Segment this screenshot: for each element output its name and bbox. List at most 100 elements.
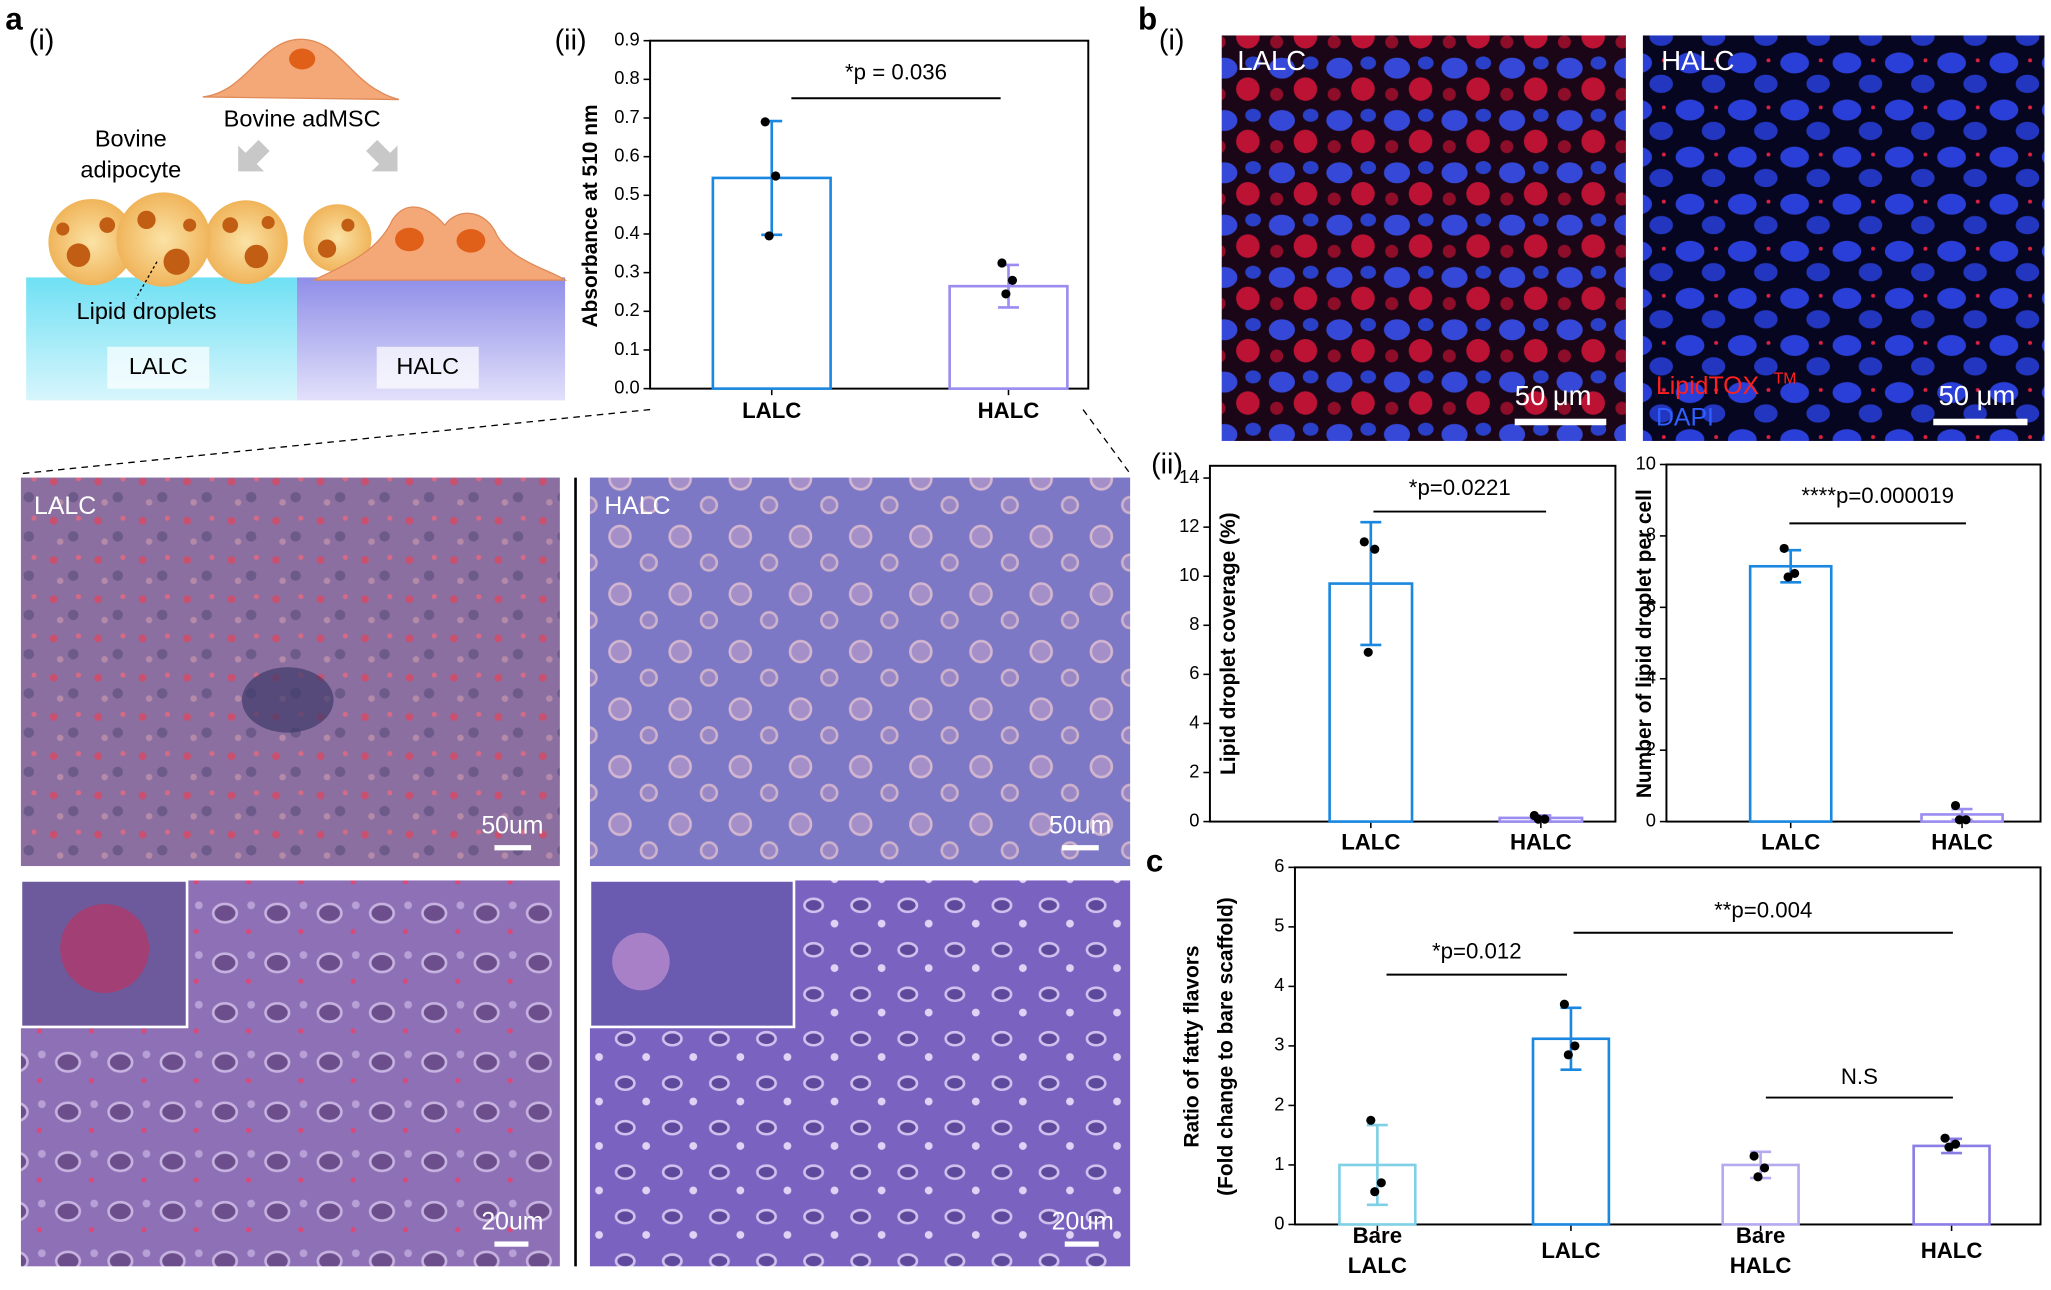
- x-tick-label: HALC: [1931, 830, 1993, 855]
- data-point: [1376, 1178, 1386, 1188]
- adipocyte: [204, 200, 288, 284]
- y-tick-label: 6: [1189, 662, 1199, 683]
- y-tick-label: 0.2: [614, 299, 639, 320]
- x-tick-label: LALC: [1761, 830, 1820, 855]
- data-point: [1370, 544, 1380, 554]
- legend-label: DAPI: [1656, 404, 1714, 431]
- scale-bar: [1062, 845, 1099, 851]
- scale-bar: [494, 845, 532, 851]
- panel-label: (ii): [555, 25, 587, 57]
- panel-label: a: [5, 1, 23, 36]
- y-tick-label: 0.8: [614, 67, 639, 88]
- data-point: [1961, 815, 1971, 825]
- x-tick-label: HALC: [978, 398, 1040, 423]
- scale-label: 20um: [481, 1209, 543, 1236]
- y-tick-label: 0: [1274, 1212, 1284, 1233]
- scale-label: 20um: [1052, 1209, 1114, 1236]
- nucleus: [289, 48, 316, 70]
- panel-label: (ii): [1151, 448, 1183, 480]
- panel-label: b: [1138, 1, 1157, 36]
- nucleus: [456, 229, 486, 253]
- data-point: [1007, 275, 1017, 285]
- bar: [1748, 564, 1833, 823]
- data-point: [1570, 1041, 1580, 1051]
- scale-label: 50um: [1049, 812, 1111, 839]
- y-tick-label: 10: [1179, 564, 1199, 585]
- y-tick-label: 8: [1646, 524, 1656, 545]
- y-axis-label: Lipid droplet coverage (%): [1217, 512, 1240, 775]
- adipocyte: [116, 192, 211, 287]
- annotation: ****p=0.000019: [1801, 483, 1954, 508]
- data-point: [1749, 1151, 1759, 1161]
- y-axis-label: (Fold change to bare scaffold): [1214, 897, 1237, 1196]
- y-tick-label: 6: [1646, 595, 1656, 616]
- annotation: N.S: [1841, 1064, 1878, 1089]
- y-tick-label: 4: [1274, 974, 1284, 995]
- data-point: [1370, 1187, 1380, 1197]
- charts: 0.0 0.1 0.2 0.3 0.4 0.5 0.6 0.7 0.8 0.9 Absorbance…: [579, 29, 2042, 1278]
- adipocyte: [303, 204, 372, 273]
- scale-label: 50um: [481, 812, 543, 839]
- zoom-line: [20, 408, 651, 475]
- x-tick-label: Bare HALC: [1730, 1223, 1792, 1278]
- y-tick-label: 0.7: [614, 106, 639, 127]
- panel-label: c: [1146, 844, 1163, 879]
- data-point: [1944, 1142, 1954, 1152]
- stem-cell: [313, 206, 568, 281]
- image-label: LALC: [34, 493, 96, 520]
- label-box: [107, 346, 210, 389]
- data-point: [1559, 999, 1569, 1009]
- y-axis-label: Absorbance at 510 nm: [579, 104, 602, 327]
- micrograph: [589, 477, 1131, 867]
- y-tick-label: 0.4: [614, 222, 639, 243]
- y-axis-label: Ratio of fatty flavors: [1180, 946, 1203, 1148]
- legend-label: LipidTOX: [1656, 373, 1760, 400]
- arrow: [366, 139, 398, 172]
- data-point: [997, 258, 1007, 268]
- annotation: *p = 0.036: [845, 59, 947, 84]
- label: Bovine: [95, 125, 167, 151]
- annotation: **p=0.004: [1714, 898, 1812, 923]
- y-tick-label: 0.1: [614, 338, 639, 359]
- data-point: [1363, 647, 1373, 657]
- label: HALC: [396, 353, 459, 379]
- plot-frame: [649, 39, 1090, 390]
- x-tick-label: Bare LALC: [1348, 1223, 1407, 1278]
- label: adipocyte: [80, 157, 181, 183]
- x-tick-label: LALC: [1541, 1238, 1600, 1263]
- fluorescence-image: [1221, 35, 1626, 441]
- cluster: [241, 667, 334, 733]
- panel-label: (i): [1159, 25, 1185, 57]
- bar: [1912, 1144, 1991, 1226]
- y-tick-label: 5: [1274, 915, 1284, 936]
- x-tick-label: HALC: [1510, 830, 1572, 855]
- y-tick-label: 2: [1274, 1093, 1284, 1114]
- data-point: [1001, 289, 1011, 299]
- x-tick-label: HALC: [1921, 1238, 1983, 1263]
- data-point: [1954, 815, 1965, 825]
- y-tick-label: 0.9: [614, 29, 639, 50]
- y-tick-label: 10: [1636, 452, 1656, 473]
- x-tick-label: LALC: [1341, 830, 1400, 855]
- y-tick-label: 4: [1189, 711, 1199, 732]
- data-point: [771, 171, 781, 181]
- y-tick-label: 1: [1274, 1153, 1284, 1174]
- fluorescence-image: [1642, 35, 2045, 441]
- annotation: *p=0.0221: [1409, 475, 1511, 500]
- zoom-line: [1082, 409, 1131, 475]
- data-point: [1533, 814, 1543, 824]
- y-axis-label: Number of lipid droplet per cell: [1633, 489, 1656, 798]
- y-tick-label: 0.5: [614, 183, 639, 204]
- image-label: HALC: [1661, 45, 1734, 76]
- inset-cell: [612, 932, 670, 991]
- data-point: [1563, 1050, 1573, 1060]
- image-label: HALC: [604, 493, 670, 520]
- y-tick-label: 8: [1189, 613, 1199, 634]
- stem-cell: [202, 38, 400, 101]
- data-point: [764, 231, 774, 241]
- y-tick-label: 3: [1274, 1034, 1284, 1055]
- data-point: [1540, 814, 1550, 824]
- label-box: [376, 346, 479, 389]
- label: LALC: [129, 353, 188, 379]
- panel-label: (i): [29, 25, 55, 57]
